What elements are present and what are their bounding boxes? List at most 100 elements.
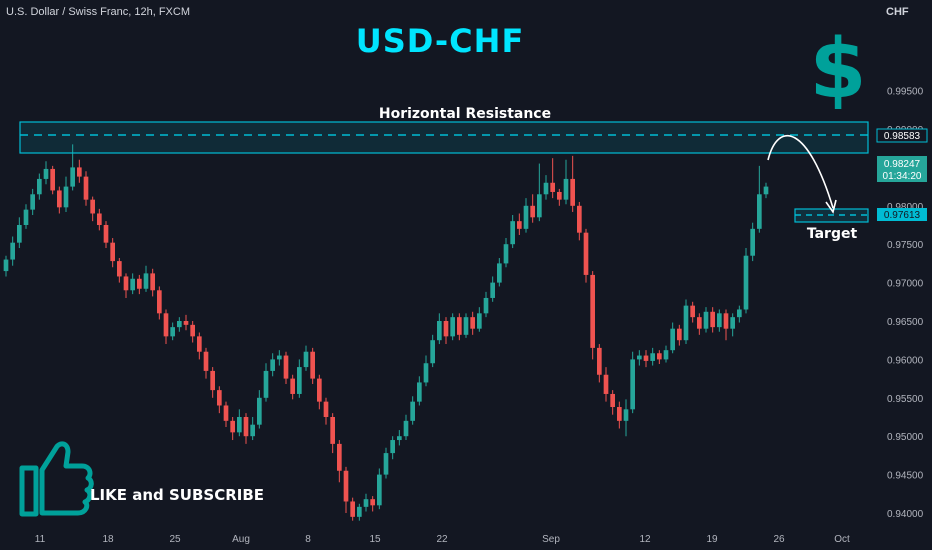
target-price-tag-bg (877, 208, 927, 221)
candle-body (57, 190, 62, 208)
candle-body (677, 328, 682, 341)
candle-body (530, 205, 535, 218)
candle-body (577, 205, 582, 233)
candle-body (323, 401, 329, 417)
candle-body (683, 305, 689, 341)
x-tick-label: 12 (639, 534, 651, 545)
candle-body (137, 278, 142, 289)
candle-body (457, 317, 462, 335)
candle-body (643, 355, 649, 361)
candle-body (23, 209, 29, 225)
x-tick-label: 18 (102, 534, 114, 545)
x-tick-label: 26 (773, 534, 785, 545)
candle-body (550, 182, 555, 192)
candle-body (130, 278, 135, 291)
target-label: Target (807, 226, 858, 242)
candle-body (350, 501, 355, 517)
candle-body (563, 178, 569, 200)
y-tick-label: 0.94000 (887, 509, 924, 520)
candle-body (303, 351, 309, 368)
candle-body (83, 176, 89, 200)
resistance-label: Horizontal Resistance (379, 106, 551, 122)
candle-body (583, 232, 589, 275)
y-tick-label: 0.98000 (887, 202, 924, 213)
candlestick-series (3, 144, 769, 521)
like-subscribe-text: LIKE and SUBSCRIBE (90, 486, 265, 504)
candle-body (250, 424, 255, 437)
candle-body (123, 276, 129, 291)
candle-body (10, 242, 15, 260)
candle-body (463, 317, 469, 335)
x-tick-label: 15 (369, 534, 381, 545)
candle-body (490, 282, 495, 298)
candle-body (470, 317, 475, 329)
candle-body (603, 374, 609, 394)
current-price-tag-bg (877, 156, 927, 182)
target-price-tag: 0.97613 (884, 210, 921, 221)
candle-body (590, 274, 595, 348)
candle-body (610, 393, 615, 408)
candle-body (63, 186, 69, 208)
candle-body (750, 228, 755, 256)
y-tick-label: 0.95500 (887, 394, 924, 405)
candle-body (637, 355, 642, 360)
bar-countdown: 01:34:20 (883, 171, 922, 182)
candle-body (143, 273, 149, 289)
candle-body (690, 305, 695, 318)
candle-body (243, 417, 249, 437)
candle-body (290, 378, 295, 394)
y-tick-label: 0.96000 (887, 355, 924, 366)
candle-body (117, 261, 122, 277)
y-tick-label: 0.96500 (887, 317, 924, 328)
y-tick-label: 0.94500 (887, 471, 924, 482)
candle-body (630, 359, 635, 410)
candle-body (497, 263, 502, 283)
candle-body (370, 499, 375, 506)
symbol-title: U.S. Dollar / Swiss Franc, 12h, FXCM (6, 6, 190, 18)
candle-body (543, 182, 549, 195)
y-tick-label: 0.99500 (887, 87, 924, 98)
x-tick-label: Aug (232, 534, 250, 545)
time-axis: 11 18 25 Aug 8 15 22 Sep 12 19 26 Oct (35, 534, 850, 545)
candle-body (97, 213, 102, 225)
thumbs-up-icon (19, 441, 94, 517)
candle-body (477, 313, 482, 329)
candle-body (177, 321, 182, 328)
candle-body (43, 168, 49, 179)
candle-body (443, 321, 449, 337)
candle-body (377, 474, 382, 506)
candle-body (163, 313, 169, 337)
candle-body (423, 363, 429, 383)
svg-text:$: $ (809, 22, 866, 117)
candle-body (183, 321, 189, 325)
candle-body (157, 290, 162, 314)
candle-body (170, 327, 175, 337)
candle-body (190, 324, 195, 337)
x-tick-label: 8 (305, 534, 311, 545)
candle-body (623, 409, 629, 421)
candle-body (703, 311, 709, 329)
candle-body (483, 297, 489, 314)
candle-body (743, 255, 749, 310)
candle-body (317, 378, 322, 402)
candle-body (730, 317, 735, 329)
x-tick-label: Sep (542, 534, 560, 545)
candle-body (417, 382, 422, 402)
candle-body (450, 317, 455, 337)
candle-body (537, 194, 542, 218)
candle-body (697, 317, 702, 329)
candle-body (570, 178, 575, 206)
candle-body (343, 470, 349, 502)
projection-arrow-head (825, 199, 837, 214)
candle-body (3, 259, 9, 272)
resistance-zone (19, 121, 869, 154)
x-tick-label: 25 (169, 534, 181, 545)
candle-body (263, 370, 269, 398)
candle-body (517, 221, 522, 229)
chart-title: USD-CHF (355, 22, 525, 60)
dollar-sign-icon: $ (809, 22, 866, 117)
projection-arrow (767, 134, 834, 209)
candle-body (283, 355, 289, 379)
candle-body (37, 178, 42, 195)
